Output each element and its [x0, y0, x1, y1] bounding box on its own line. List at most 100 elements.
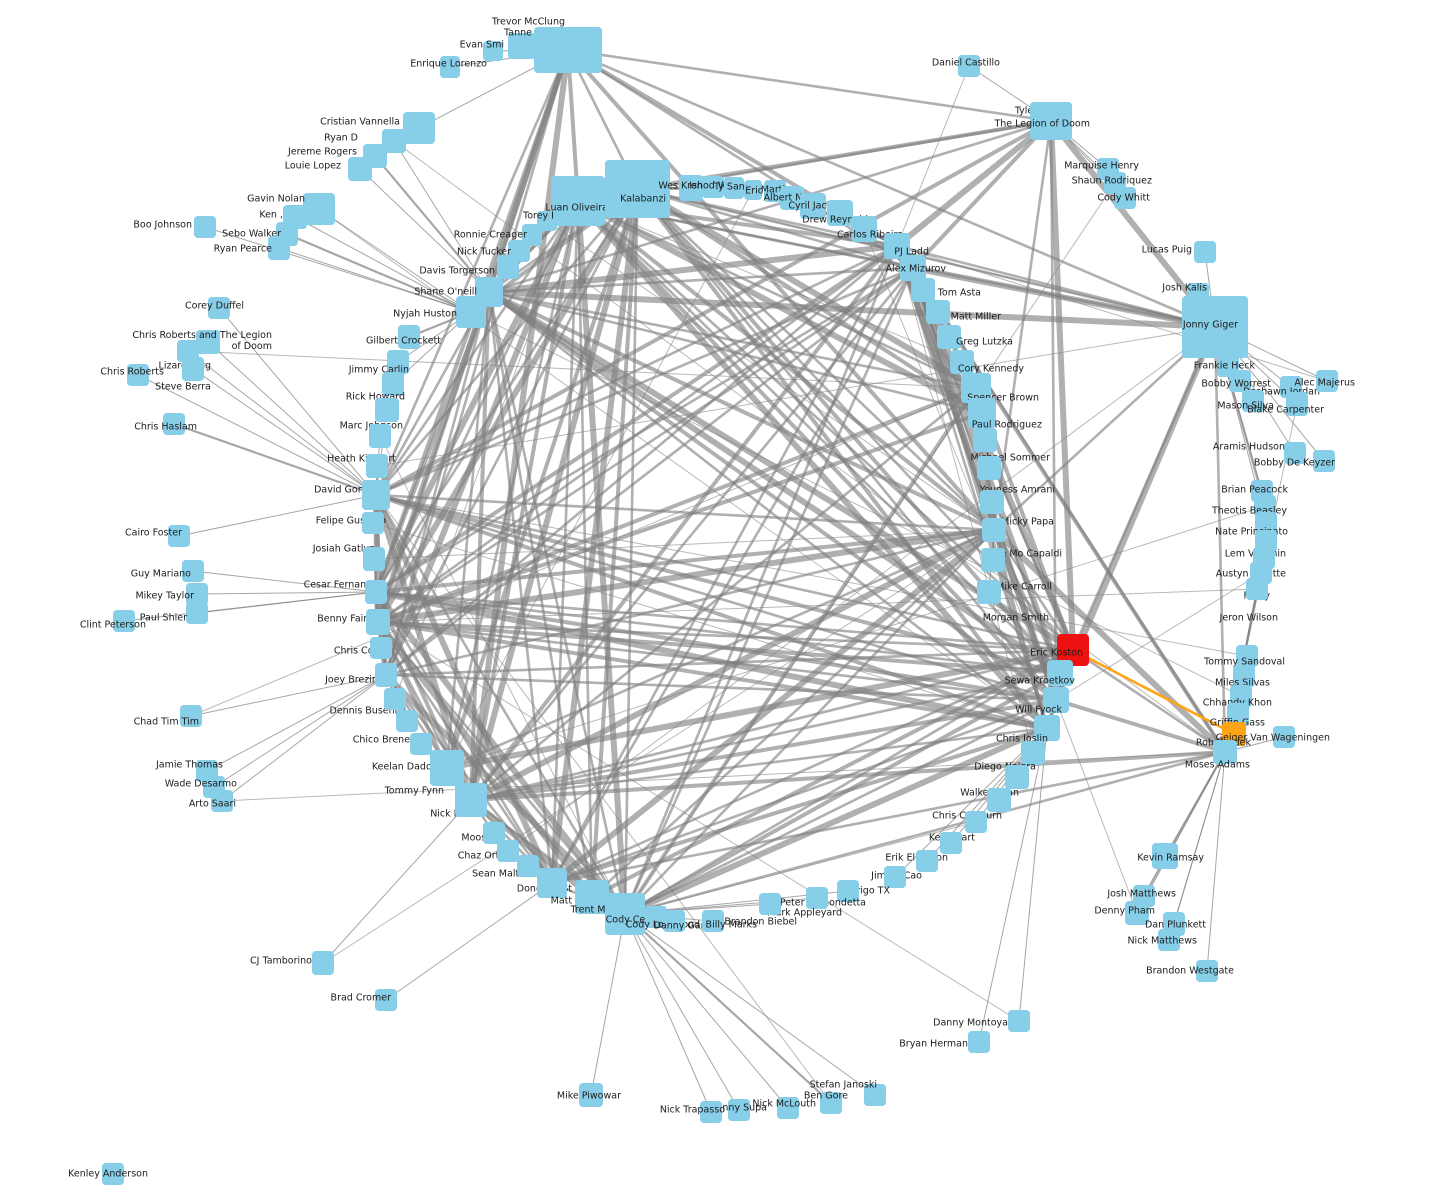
graph-node[interactable]: [382, 372, 404, 396]
graph-node[interactable]: [806, 887, 828, 909]
graph-node[interactable]: [977, 580, 1001, 604]
graph-node[interactable]: [196, 330, 220, 354]
graph-node[interactable]: [968, 398, 996, 428]
graph-node[interactable]: [430, 750, 464, 786]
graph-node[interactable]: [180, 705, 202, 727]
graph-node[interactable]: [820, 1092, 842, 1114]
graph-node[interactable]: [1182, 296, 1248, 358]
graph-node[interactable]: [163, 413, 185, 435]
graph-node[interactable]: [1229, 370, 1251, 392]
graph-node[interactable]: [102, 1163, 124, 1185]
graph-node[interactable]: [965, 811, 987, 833]
graph-node[interactable]: [884, 866, 906, 888]
graph-node[interactable]: [1030, 102, 1072, 140]
graph-node[interactable]: [911, 278, 935, 302]
graph-node[interactable]: [1114, 187, 1136, 209]
graph-node[interactable]: [1227, 703, 1249, 725]
graph-node[interactable]: [362, 512, 384, 534]
graph-node[interactable]: [211, 790, 233, 812]
graph-node[interactable]: [1242, 390, 1264, 412]
graph-node[interactable]: [1316, 370, 1338, 392]
graph-node[interactable]: [702, 176, 724, 198]
graph-node[interactable]: [702, 910, 724, 932]
graph-node[interactable]: [744, 180, 762, 200]
graph-node[interactable]: [981, 548, 1005, 572]
graph-node[interactable]: [1152, 843, 1178, 869]
graph-node[interactable]: [517, 855, 539, 877]
graph-node[interactable]: [700, 1101, 722, 1123]
graph-node[interactable]: [396, 710, 418, 732]
graph-node[interactable]: [483, 822, 505, 844]
graph-node[interactable]: [800, 193, 826, 219]
graph-node[interactable]: [827, 200, 853, 226]
graph-node[interactable]: [387, 350, 409, 374]
graph-node[interactable]: [864, 1084, 886, 1106]
graph-node[interactable]: [605, 160, 670, 218]
graph-node[interactable]: [113, 610, 135, 632]
graph-node[interactable]: [759, 893, 781, 915]
graph-node[interactable]: [537, 211, 557, 231]
graph-node[interactable]: [365, 580, 387, 604]
graph-node[interactable]: [1008, 1010, 1030, 1032]
graph-node[interactable]: [937, 325, 961, 349]
graph-node[interactable]: [127, 364, 149, 386]
graph-node[interactable]: [579, 1083, 603, 1107]
graph-node[interactable]: [724, 177, 744, 199]
graph-node[interactable]: [728, 1099, 750, 1121]
graph-node[interactable]: [366, 454, 388, 478]
graph-node[interactable]: [968, 1031, 990, 1053]
graph-node[interactable]: [177, 340, 199, 362]
graph-node[interactable]: [363, 547, 385, 571]
graph-node[interactable]: [1255, 530, 1277, 552]
graph-node[interactable]: [168, 525, 190, 547]
graph-node[interactable]: [384, 688, 406, 710]
graph-node[interactable]: [1230, 685, 1252, 707]
graph-node[interactable]: [1047, 660, 1073, 686]
graph-node[interactable]: [940, 832, 962, 854]
graph-node[interactable]: [366, 609, 390, 635]
graph-node[interactable]: [837, 880, 859, 902]
graph-node[interactable]: [398, 325, 420, 349]
graph-node[interactable]: [987, 788, 1011, 812]
graph-node[interactable]: [1005, 765, 1029, 789]
graph-node[interactable]: [483, 41, 503, 61]
graph-node[interactable]: [1286, 392, 1308, 416]
graph-node[interactable]: [508, 33, 536, 59]
graph-node[interactable]: [1255, 512, 1277, 534]
graph-node[interactable]: [980, 490, 1004, 514]
graph-node[interactable]: [194, 216, 216, 238]
graph-node[interactable]: [1043, 687, 1069, 713]
graph-node[interactable]: [645, 906, 667, 928]
graph-node[interactable]: [1158, 929, 1180, 951]
graph-node[interactable]: [900, 255, 926, 281]
graph-node[interactable]: [303, 193, 335, 225]
graph-node[interactable]: [497, 255, 519, 279]
graph-node[interactable]: [973, 428, 997, 452]
graph-node[interactable]: [1246, 578, 1268, 600]
graph-node[interactable]: [497, 840, 519, 862]
graph-node[interactable]: [455, 783, 487, 817]
graph-node[interactable]: [1233, 665, 1255, 687]
graph-node[interactable]: [926, 300, 950, 324]
graph-node[interactable]: [268, 236, 290, 260]
graph-node[interactable]: [950, 350, 974, 374]
graph-node[interactable]: [1213, 740, 1237, 764]
graph-node[interactable]: [370, 637, 392, 659]
graph-node[interactable]: [1125, 901, 1149, 925]
graph-node[interactable]: [362, 480, 390, 510]
graph-node[interactable]: [182, 560, 204, 582]
graph-node[interactable]: [182, 357, 204, 381]
graph-node[interactable]: [186, 602, 208, 624]
graph-node[interactable]: [375, 398, 399, 422]
graph-node[interactable]: [1236, 645, 1258, 667]
graph-node[interactable]: [375, 663, 397, 687]
graph-node[interactable]: [403, 112, 435, 144]
graph-node[interactable]: [1034, 715, 1060, 741]
graph-node[interactable]: [958, 55, 980, 77]
graph-node[interactable]: [1194, 241, 1216, 263]
graph-node[interactable]: [1273, 726, 1295, 748]
graph-node[interactable]: [663, 910, 685, 932]
graph-node[interactable]: [977, 456, 1001, 480]
graph-node[interactable]: [777, 1097, 799, 1119]
